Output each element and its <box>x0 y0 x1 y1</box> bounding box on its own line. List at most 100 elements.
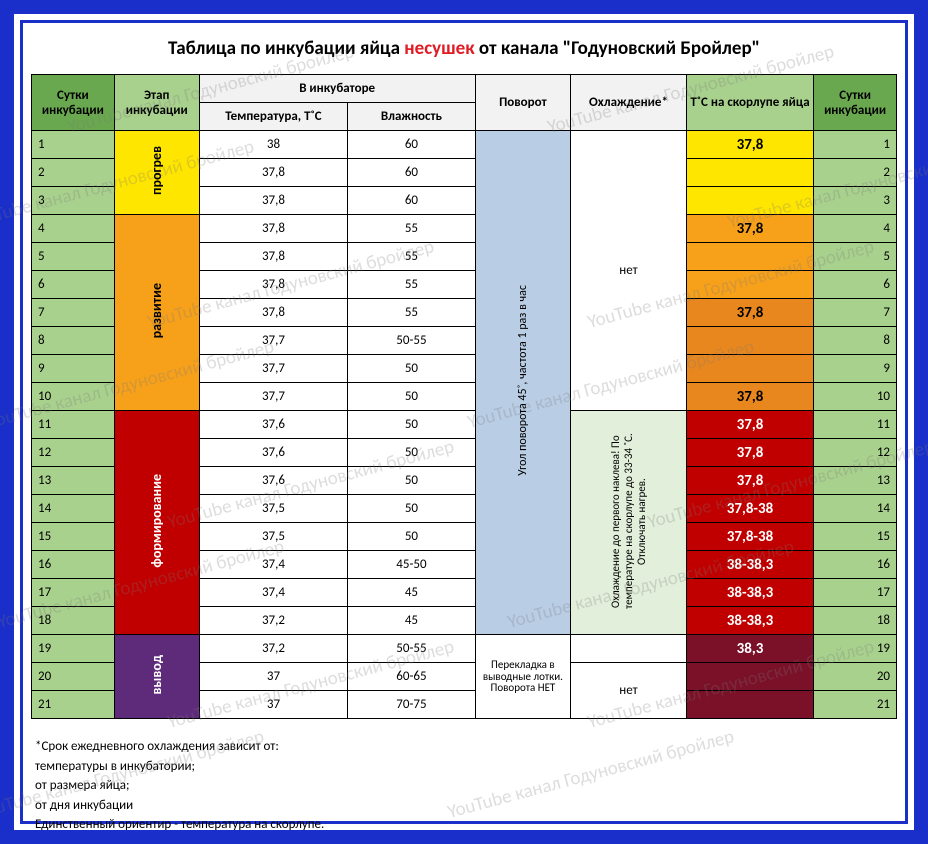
temp-cell: 37,8 <box>199 187 348 215</box>
day-left: 12 <box>32 439 115 467</box>
hdr-rotation: Поворот <box>475 75 571 131</box>
shell-temp-cell <box>686 691 813 719</box>
cooling-cell: нет <box>571 131 687 411</box>
temp-cell: 37,6 <box>199 439 348 467</box>
shell-temp-cell <box>686 355 813 383</box>
stage-cell: вывод <box>114 635 199 719</box>
hdr-stage: Этап инкубации <box>114 75 199 131</box>
humidity-cell: 60 <box>348 159 475 187</box>
day-right: 5 <box>814 243 897 271</box>
shell-temp-cell: 38-38,3 <box>686 551 813 579</box>
cooling-cell-empty <box>571 635 687 663</box>
humidity-cell: 60-65 <box>348 663 475 691</box>
day-right: 1 <box>814 131 897 159</box>
temp-cell: 37 <box>199 663 348 691</box>
day-right: 9 <box>814 355 897 383</box>
footnote: *Срок ежедневного охлаждения зависит от:… <box>31 737 897 835</box>
day-left: 19 <box>32 635 115 663</box>
temp-cell: 37,7 <box>199 327 348 355</box>
temp-cell: 37,4 <box>199 579 348 607</box>
humidity-cell: 60 <box>348 187 475 215</box>
day-left: 18 <box>32 607 115 635</box>
day-right: 12 <box>814 439 897 467</box>
humidity-cell: 45-50 <box>348 551 475 579</box>
humidity-cell: 55 <box>348 271 475 299</box>
day-left: 3 <box>32 187 115 215</box>
inner-frame: YouTube канал Годуновский бройлерYouTube… <box>20 20 908 824</box>
day-right: 4 <box>814 215 897 243</box>
humidity-cell: 50 <box>348 495 475 523</box>
shell-temp-cell: 37,8 <box>686 383 813 411</box>
page-title: Таблица по инкубации яйца несушек от кан… <box>31 37 897 60</box>
footnote-l5: Единственный ориентир - температура на с… <box>35 815 897 835</box>
header-row-1: Сутки инкубации Этап инкубации В инкубат… <box>32 75 897 103</box>
shell-temp-cell: 37,8 <box>686 439 813 467</box>
footnote-l2: температуры в инкубатории; <box>35 757 897 777</box>
humidity-cell: 50 <box>348 439 475 467</box>
shell-temp-cell: 37,8 <box>686 131 813 159</box>
day-right: 14 <box>814 495 897 523</box>
day-right: 13 <box>814 467 897 495</box>
incubation-table: Сутки инкубации Этап инкубации В инкубат… <box>31 74 897 719</box>
table-row: 4развитие37,85537,84 <box>32 215 897 243</box>
shell-temp-cell <box>686 187 813 215</box>
hdr-day-l: Сутки инкубации <box>32 75 115 131</box>
shell-temp-cell: 37,8-38 <box>686 495 813 523</box>
table-row: 11формирование37,650Охлаждение до первог… <box>32 411 897 439</box>
humidity-cell: 50-55 <box>348 327 475 355</box>
temp-cell: 37,4 <box>199 551 348 579</box>
cooling-cell: Охлаждение до первого наклева! По темпер… <box>571 411 687 635</box>
humidity-cell: 50 <box>348 411 475 439</box>
stage-cell: прогрев <box>114 131 199 215</box>
day-right: 6 <box>814 271 897 299</box>
day-left: 15 <box>32 523 115 551</box>
hdr-incubator-group: В инкубаторе <box>199 75 475 103</box>
shell-temp-cell: 38-38,3 <box>686 607 813 635</box>
hdr-cooling: Охлаждение* <box>571 75 687 131</box>
stage-cell: формирование <box>114 411 199 635</box>
humidity-cell: 60 <box>348 131 475 159</box>
outer-frame: YouTube канал Годуновский бройлерYouTube… <box>0 0 928 844</box>
day-right: 15 <box>814 523 897 551</box>
footnote-l3: от размера яйца; <box>35 776 897 796</box>
humidity-cell: 55 <box>348 299 475 327</box>
day-left: 10 <box>32 383 115 411</box>
temp-cell: 37,2 <box>199 635 348 663</box>
perekladka-cell: Перекладка в выводные лотки. Поворота НЕ… <box>475 635 571 719</box>
day-left: 9 <box>32 355 115 383</box>
footnote-l4: от дня инкубации <box>35 796 897 816</box>
day-left: 5 <box>32 243 115 271</box>
humidity-cell: 45 <box>348 607 475 635</box>
day-right: 21 <box>814 691 897 719</box>
humidity-cell: 55 <box>348 215 475 243</box>
temp-cell: 37,8 <box>199 271 348 299</box>
day-right: 18 <box>814 607 897 635</box>
rotation-cell: Угол поворота 45˚, частота 1 раз в час <box>475 131 571 635</box>
temp-cell: 37,5 <box>199 495 348 523</box>
hdr-day-r: Сутки инкубации <box>814 75 897 131</box>
temp-cell: 37,8 <box>199 299 348 327</box>
title-suffix: от канала "Годуновский Бройлер" <box>475 37 760 60</box>
day-left: 14 <box>32 495 115 523</box>
temp-cell: 37,7 <box>199 383 348 411</box>
footnote-l1: *Срок ежедневного охлаждения зависит от: <box>35 737 897 757</box>
humidity-cell: 50 <box>348 383 475 411</box>
temp-cell: 37,2 <box>199 607 348 635</box>
day-right: 16 <box>814 551 897 579</box>
day-left: 1 <box>32 131 115 159</box>
table-row: 19вывод37,250-55Перекладка в выводные ло… <box>32 635 897 663</box>
shell-temp-cell: 38-38,3 <box>686 579 813 607</box>
day-right: 3 <box>814 187 897 215</box>
temp-cell: 37,6 <box>199 467 348 495</box>
shell-temp-cell <box>686 663 813 691</box>
day-left: 7 <box>32 299 115 327</box>
table-row: 1прогрев3860Угол поворота 45˚, частота 1… <box>32 131 897 159</box>
shell-temp-cell: 37,8 <box>686 411 813 439</box>
humidity-cell: 55 <box>348 243 475 271</box>
shell-temp-cell: 38,3 <box>686 635 813 663</box>
day-left: 21 <box>32 691 115 719</box>
temp-cell: 37,8 <box>199 215 348 243</box>
temp-cell: 37,5 <box>199 523 348 551</box>
day-right: 8 <box>814 327 897 355</box>
day-right: 17 <box>814 579 897 607</box>
